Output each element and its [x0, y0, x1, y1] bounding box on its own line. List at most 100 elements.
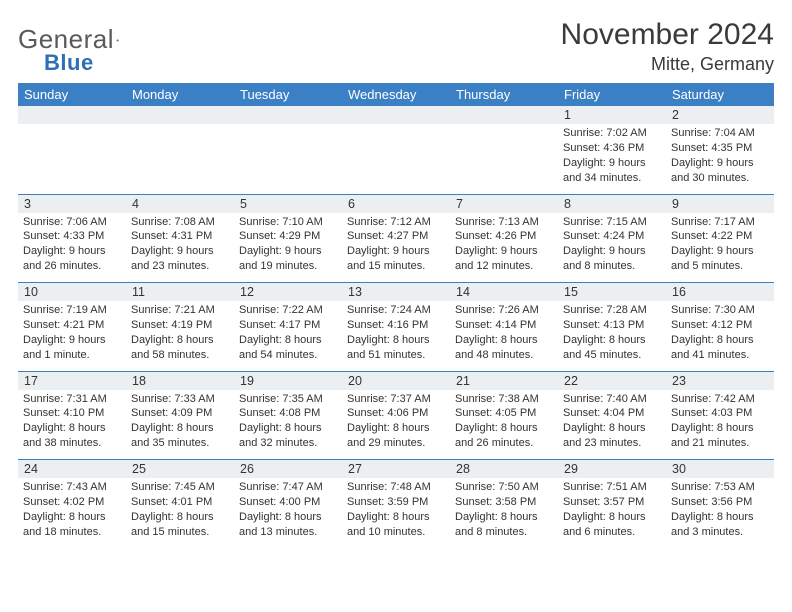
- sunrise-text: Sunrise: 7:21 AM: [131, 303, 229, 318]
- day-content-cell: Sunrise: 7:33 AMSunset: 4:09 PMDaylight:…: [126, 390, 234, 460]
- day-number: 6: [348, 197, 355, 211]
- sunrise-text: Sunrise: 7:45 AM: [131, 480, 229, 495]
- sunrise-text: Sunrise: 7:38 AM: [455, 392, 553, 407]
- sunrise-text: Sunrise: 7:42 AM: [671, 392, 769, 407]
- day-content-cell: Sunrise: 7:26 AMSunset: 4:14 PMDaylight:…: [450, 301, 558, 371]
- day-number: 10: [24, 285, 38, 299]
- day-number-cell: 24: [18, 460, 126, 479]
- sunset-text: Sunset: 4:26 PM: [455, 229, 553, 244]
- day-number-cell: 15: [558, 283, 666, 302]
- day-number: 29: [564, 462, 578, 476]
- day-number-cell: 4: [126, 194, 234, 213]
- day-number-cell: 21: [450, 371, 558, 390]
- day-content-cell: Sunrise: 7:02 AMSunset: 4:36 PMDaylight:…: [558, 124, 666, 194]
- day-content-cell: Sunrise: 7:19 AMSunset: 4:21 PMDaylight:…: [18, 301, 126, 371]
- daylight-text: Daylight: 8 hours and 45 minutes.: [563, 333, 661, 363]
- day-number-cell: 29: [558, 460, 666, 479]
- sunrise-text: Sunrise: 7:08 AM: [131, 215, 229, 230]
- sunset-text: Sunset: 4:27 PM: [347, 229, 445, 244]
- brand-word2: Blue: [18, 50, 94, 75]
- day-content-cell: [450, 124, 558, 194]
- daylight-text: Daylight: 9 hours and 26 minutes.: [23, 244, 121, 274]
- daylight-text: Daylight: 8 hours and 54 minutes.: [239, 333, 337, 363]
- day-content-cell: Sunrise: 7:47 AMSunset: 4:00 PMDaylight:…: [234, 478, 342, 548]
- sunset-text: Sunset: 3:56 PM: [671, 495, 769, 510]
- sunrise-text: Sunrise: 7:06 AM: [23, 215, 121, 230]
- day-number: 12: [240, 285, 254, 299]
- sunrise-text: Sunrise: 7:31 AM: [23, 392, 121, 407]
- sunrise-text: Sunrise: 7:30 AM: [671, 303, 769, 318]
- weekday-header: Thursday: [450, 83, 558, 106]
- day-number-cell: 7: [450, 194, 558, 213]
- weekday-header-row: Sunday Monday Tuesday Wednesday Thursday…: [18, 83, 774, 106]
- day-content-cell: Sunrise: 7:13 AMSunset: 4:26 PMDaylight:…: [450, 213, 558, 283]
- day-content-cell: Sunrise: 7:10 AMSunset: 4:29 PMDaylight:…: [234, 213, 342, 283]
- day-number: 28: [456, 462, 470, 476]
- day-number: 2: [672, 108, 679, 122]
- daylight-text: Daylight: 8 hours and 48 minutes.: [455, 333, 553, 363]
- day-number-cell: 23: [666, 371, 774, 390]
- daylight-text: Daylight: 9 hours and 12 minutes.: [455, 244, 553, 274]
- sunset-text: Sunset: 4:08 PM: [239, 406, 337, 421]
- daynum-row: 10111213141516: [18, 283, 774, 302]
- weekday-header: Monday: [126, 83, 234, 106]
- daylight-text: Daylight: 8 hours and 26 minutes.: [455, 421, 553, 451]
- daylight-text: Daylight: 9 hours and 30 minutes.: [671, 156, 769, 186]
- daylight-text: Daylight: 8 hours and 21 minutes.: [671, 421, 769, 451]
- sunset-text: Sunset: 4:02 PM: [23, 495, 121, 510]
- day-number-cell: 26: [234, 460, 342, 479]
- sunrise-text: Sunrise: 7:33 AM: [131, 392, 229, 407]
- day-content-cell: Sunrise: 7:48 AMSunset: 3:59 PMDaylight:…: [342, 478, 450, 548]
- sunset-text: Sunset: 4:19 PM: [131, 318, 229, 333]
- sunset-text: Sunset: 4:36 PM: [563, 141, 661, 156]
- day-number: 21: [456, 374, 470, 388]
- daylight-text: Daylight: 8 hours and 38 minutes.: [23, 421, 121, 451]
- sunset-text: Sunset: 3:59 PM: [347, 495, 445, 510]
- sunset-text: Sunset: 4:13 PM: [563, 318, 661, 333]
- sunrise-text: Sunrise: 7:48 AM: [347, 480, 445, 495]
- day-content-cell: Sunrise: 7:30 AMSunset: 4:12 PMDaylight:…: [666, 301, 774, 371]
- day-number-cell: 22: [558, 371, 666, 390]
- sunrise-text: Sunrise: 7:04 AM: [671, 126, 769, 141]
- weekday-header: Wednesday: [342, 83, 450, 106]
- day-number-cell: 19: [234, 371, 342, 390]
- sunset-text: Sunset: 4:31 PM: [131, 229, 229, 244]
- daylight-text: Daylight: 8 hours and 15 minutes.: [131, 510, 229, 540]
- day-number-cell: 14: [450, 283, 558, 302]
- day-number-cell: 9: [666, 194, 774, 213]
- day-number: 3: [24, 197, 31, 211]
- day-number-cell: 18: [126, 371, 234, 390]
- content-row: Sunrise: 7:02 AMSunset: 4:36 PMDaylight:…: [18, 124, 774, 194]
- day-number-cell: 2: [666, 106, 774, 124]
- day-number: 30: [672, 462, 686, 476]
- sunset-text: Sunset: 4:10 PM: [23, 406, 121, 421]
- weekday-header: Saturday: [666, 83, 774, 106]
- sunrise-text: Sunrise: 7:26 AM: [455, 303, 553, 318]
- day-number-cell: [234, 106, 342, 124]
- day-number-cell: 5: [234, 194, 342, 213]
- day-number: 9: [672, 197, 679, 211]
- sunrise-text: Sunrise: 7:35 AM: [239, 392, 337, 407]
- daylight-text: Daylight: 8 hours and 58 minutes.: [131, 333, 229, 363]
- sunset-text: Sunset: 4:00 PM: [239, 495, 337, 510]
- sunset-text: Sunset: 4:24 PM: [563, 229, 661, 244]
- day-number: 7: [456, 197, 463, 211]
- day-number: 1: [564, 108, 571, 122]
- daylight-text: Daylight: 8 hours and 29 minutes.: [347, 421, 445, 451]
- sunrise-text: Sunrise: 7:22 AM: [239, 303, 337, 318]
- daylight-text: Daylight: 8 hours and 3 minutes.: [671, 510, 769, 540]
- daylight-text: Daylight: 9 hours and 23 minutes.: [131, 244, 229, 274]
- sunrise-text: Sunrise: 7:13 AM: [455, 215, 553, 230]
- day-number: 20: [348, 374, 362, 388]
- daynum-row: 17181920212223: [18, 371, 774, 390]
- sunrise-text: Sunrise: 7:24 AM: [347, 303, 445, 318]
- sunset-text: Sunset: 4:01 PM: [131, 495, 229, 510]
- daylight-text: Daylight: 8 hours and 18 minutes.: [23, 510, 121, 540]
- day-number: 17: [24, 374, 38, 388]
- daylight-text: Daylight: 8 hours and 32 minutes.: [239, 421, 337, 451]
- calendar-table: Sunday Monday Tuesday Wednesday Thursday…: [18, 83, 774, 548]
- sunset-text: Sunset: 4:22 PM: [671, 229, 769, 244]
- day-content-cell: [18, 124, 126, 194]
- day-number-cell: 12: [234, 283, 342, 302]
- day-content-cell: Sunrise: 7:40 AMSunset: 4:04 PMDaylight:…: [558, 390, 666, 460]
